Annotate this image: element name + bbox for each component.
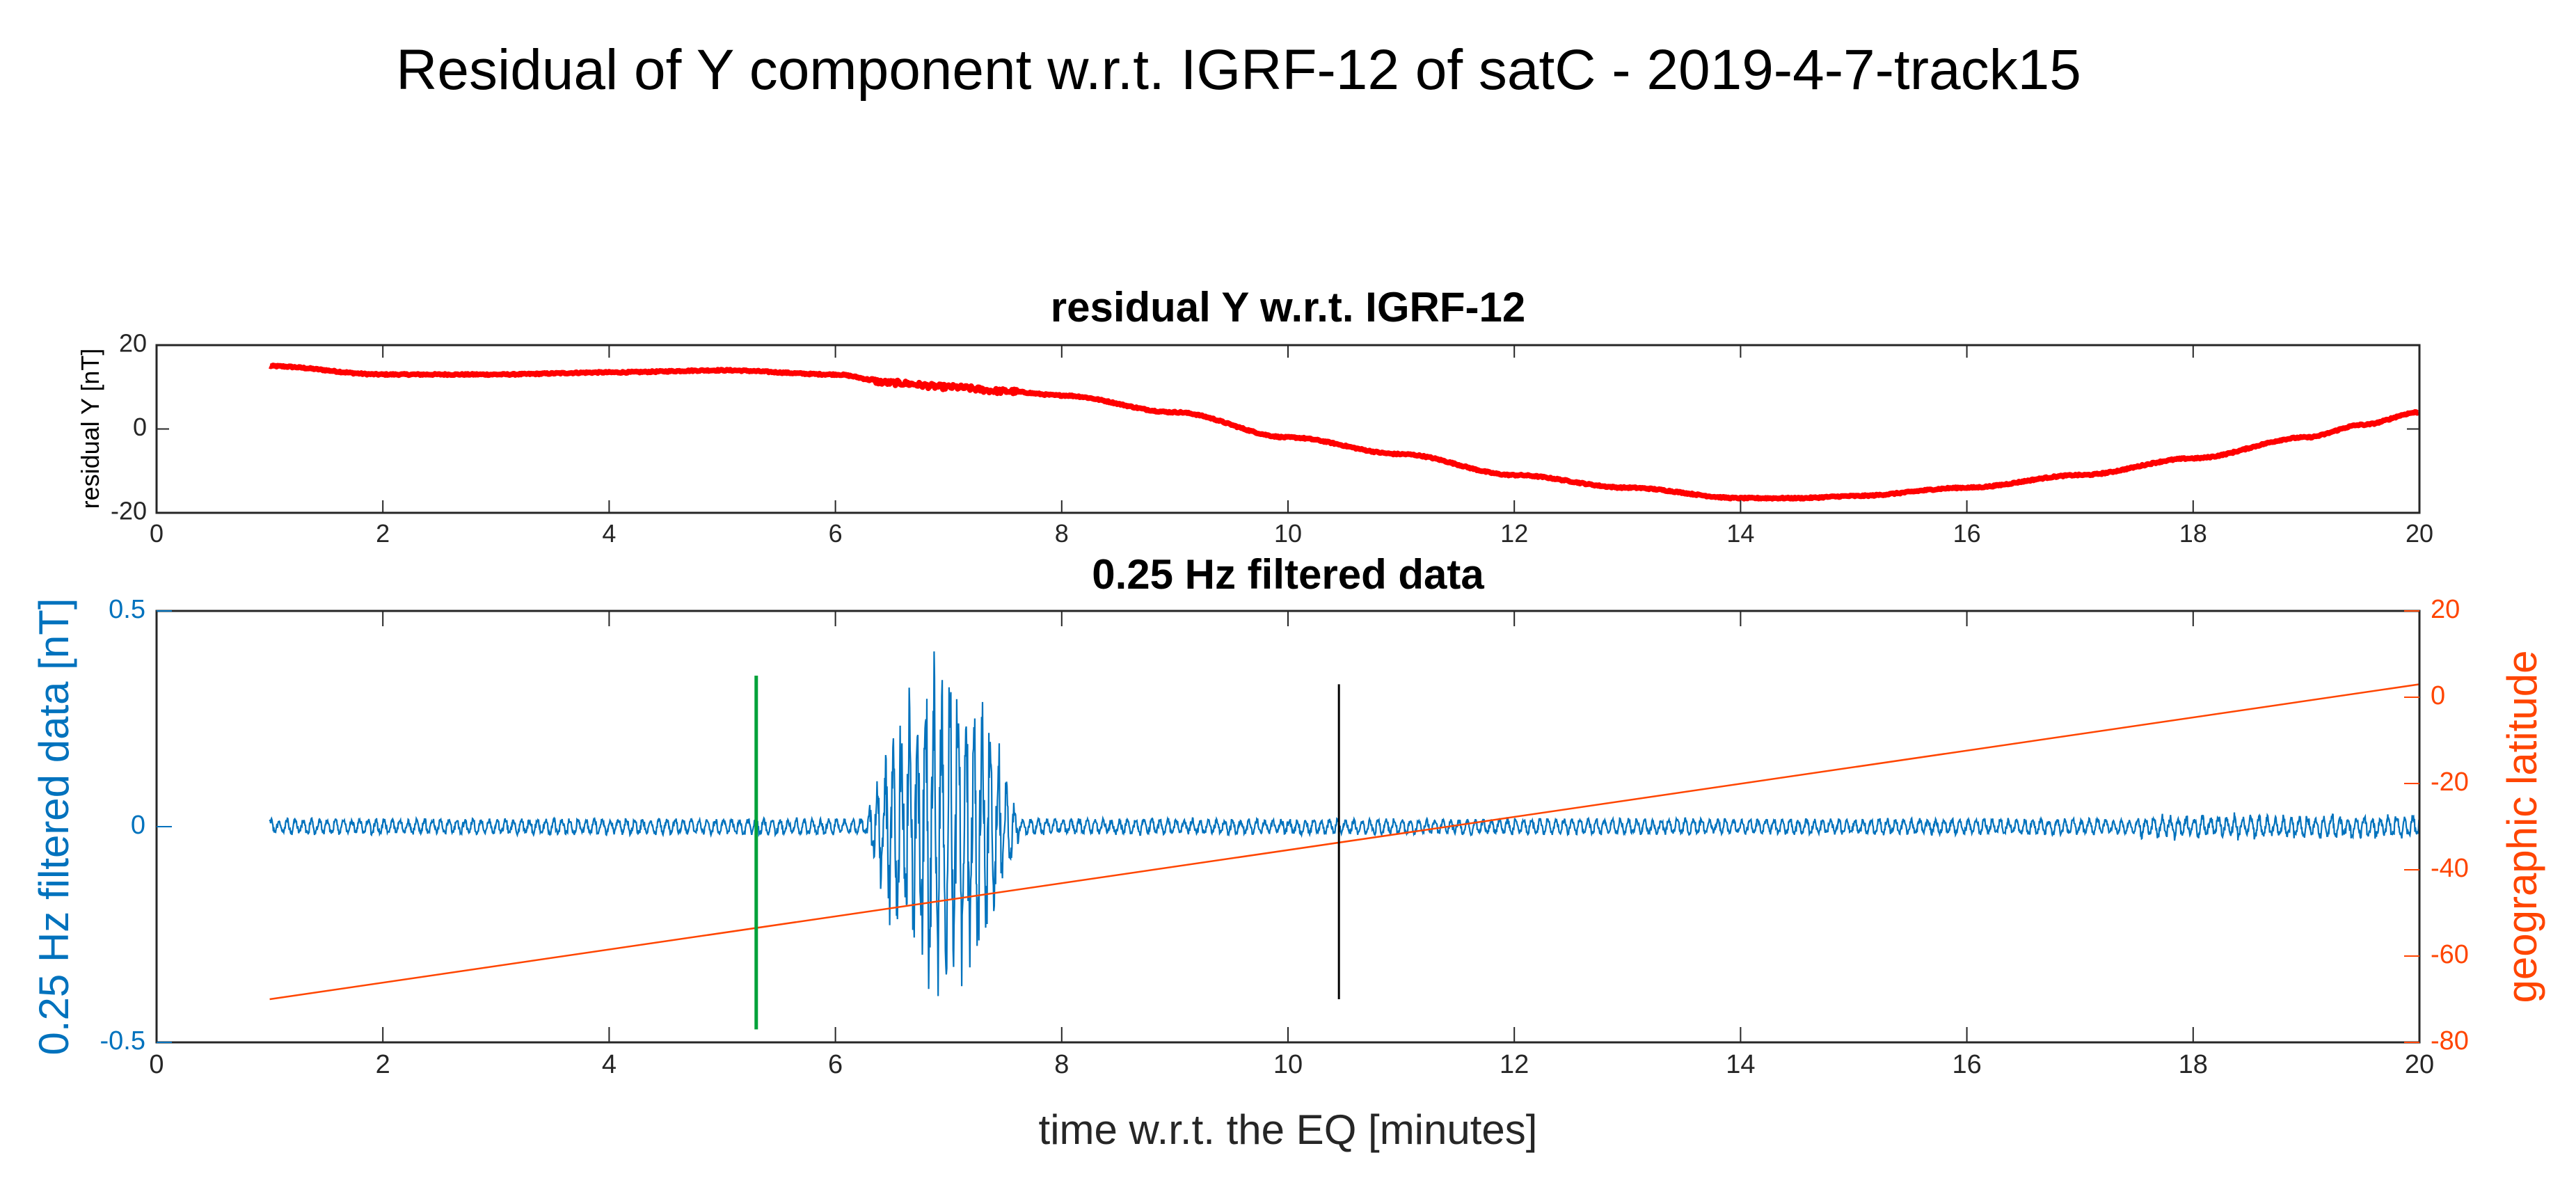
filtered-axes: 0 2 4 6 8 10 12 14 16 18 20-0.500.5-80-60-40-20020… [31, 551, 2545, 1153]
latitude-series-line [269, 683, 2420, 1001]
latitude-ylabel: geographic latitude [2499, 650, 2545, 1003]
filtered-xtick-label: 10 [1273, 1050, 1303, 1079]
residual-xtick-label: 6 [829, 519, 843, 548]
filtered-xtick-label: 0 [149, 1050, 164, 1079]
latitude-ytick-label: -80 [2431, 1026, 2469, 1056]
figure-title: Residual of Y component w.r.t. IGRF-12 o… [396, 38, 2081, 102]
filtered-title: 0.25 Hz filtered data [1092, 551, 1484, 598]
filtered-series-line [269, 651, 2420, 996]
filtered-xtick-label: 18 [2179, 1050, 2208, 1079]
residual-xtick-label: 0 [150, 519, 164, 548]
filtered-xtick-label: 4 [602, 1050, 617, 1079]
filtered-xtick-label: 6 [828, 1050, 843, 1079]
time-xlabel: time w.r.t. the EQ [minutes] [1039, 1106, 1538, 1153]
residual-xtick-label: 16 [1953, 519, 1981, 548]
filtered-xtick-label: 8 [1054, 1050, 1069, 1079]
filtered-ytick-label: -0.5 [100, 1026, 145, 1056]
latitude-ytick-label: -60 [2431, 940, 2469, 969]
filtered-ytick-label: 0.5 [109, 595, 145, 624]
residual-series-line [268, 363, 2420, 502]
residual-xtick-label: 12 [1500, 519, 1528, 548]
latitude-ytick-label: 0 [2431, 681, 2445, 710]
latitude-ytick-label: -40 [2431, 854, 2469, 883]
latitude-ytick-label: -20 [2431, 768, 2469, 797]
residual-xtick-label: 10 [1274, 519, 1302, 548]
residual-xtick-label: 18 [2179, 519, 2207, 548]
residual-xtick-label: 20 [2406, 519, 2433, 548]
residual-ytick-label: 0 [133, 413, 147, 441]
residual-xtick-label: 4 [602, 519, 616, 548]
filtered-ylabel: 0.25 Hz filtered data [nT] [31, 598, 77, 1055]
filtered-ytick-label: 0 [131, 811, 145, 840]
residual-ylabel: residual Y [nT] [76, 349, 104, 509]
residual-xtick-label: 14 [1726, 519, 1754, 548]
residual-ytick-label: -20 [111, 497, 147, 525]
filtered-xtick-label: 12 [1500, 1050, 1529, 1079]
latitude-ytick-label: 20 [2431, 595, 2460, 624]
filtered-xtick-label: 14 [1726, 1050, 1755, 1079]
residual-plot-box [155, 344, 2421, 514]
residual-xtick-label: 8 [1055, 519, 1069, 548]
residual-xtick-label: 2 [376, 519, 390, 548]
residual-title: residual Y w.r.t. IGRF-12 [1051, 284, 1525, 331]
residual-line [268, 363, 2420, 502]
residual-ytick-label: 20 [119, 329, 147, 358]
filtered-xtick-label: 16 [1952, 1050, 1981, 1079]
filtered-xtick-label: 20 [2405, 1050, 2434, 1079]
filtered-xtick-label: 2 [376, 1050, 390, 1079]
